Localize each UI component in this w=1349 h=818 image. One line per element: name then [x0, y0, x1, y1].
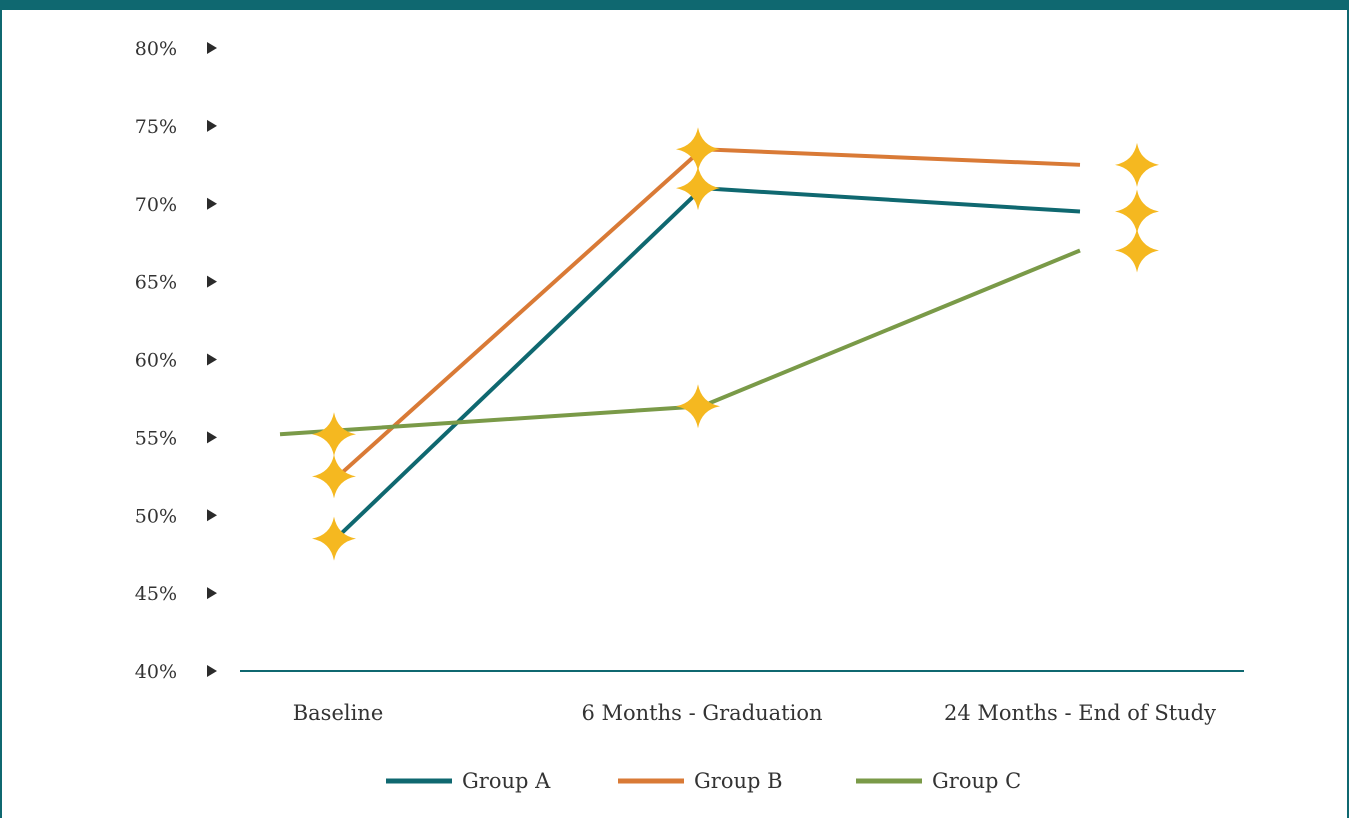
x-tick-label: Baseline — [293, 701, 384, 725]
data-point-marker — [1115, 142, 1159, 187]
y-tick-arrow — [207, 119, 217, 132]
legend-label: Group A — [462, 769, 551, 793]
y-tick-label: 70% — [135, 194, 177, 216]
y-tick-label: 40% — [135, 661, 177, 683]
data-point-marker — [312, 412, 356, 457]
y-tick-arrow — [207, 275, 217, 288]
y-tick-arrow — [207, 197, 217, 210]
y-tick-arrow — [207, 42, 217, 54]
data-point-marker — [312, 516, 356, 561]
y-tick-label: 65% — [135, 272, 177, 294]
x-tick-label: 6 Months - Graduation — [581, 701, 822, 725]
series-line-group-b — [336, 147, 1081, 478]
y-tick-arrow — [207, 587, 217, 600]
series-line-group-a — [334, 186, 1081, 541]
y-tick-arrow — [207, 431, 217, 444]
y-tick-label: 60% — [135, 350, 177, 372]
y-tick-arrow — [207, 509, 217, 522]
data-point-marker — [676, 166, 720, 211]
y-axis: 40% 45% 50% 55% 60% 65% 70% 75% 80% — [135, 38, 217, 683]
data-point-marker — [676, 384, 720, 429]
data-point-marker — [676, 127, 720, 172]
y-tick-label: 50% — [135, 505, 177, 527]
data-point-marker — [1115, 189, 1159, 234]
legend: Group A Group B Group C — [386, 769, 1021, 793]
x-axis: Baseline 6 Months - Graduation 24 Months -… — [293, 701, 1216, 725]
y-tick-label: 45% — [135, 583, 177, 605]
y-tick-label: 75% — [135, 116, 177, 138]
legend-label: Group C — [932, 769, 1021, 793]
x-tick-label: 24 Months - End of Study — [944, 701, 1216, 725]
y-tick-label: 80% — [135, 38, 177, 60]
y-tick-arrow — [207, 353, 217, 366]
y-tick-arrow — [207, 665, 217, 677]
data-point-marker — [1115, 228, 1159, 273]
series-lines — [279, 147, 1081, 541]
legend-label: Group B — [694, 769, 783, 793]
data-point-marker — [312, 454, 356, 499]
y-tick-label: 55% — [135, 427, 177, 449]
markers — [312, 127, 1159, 561]
